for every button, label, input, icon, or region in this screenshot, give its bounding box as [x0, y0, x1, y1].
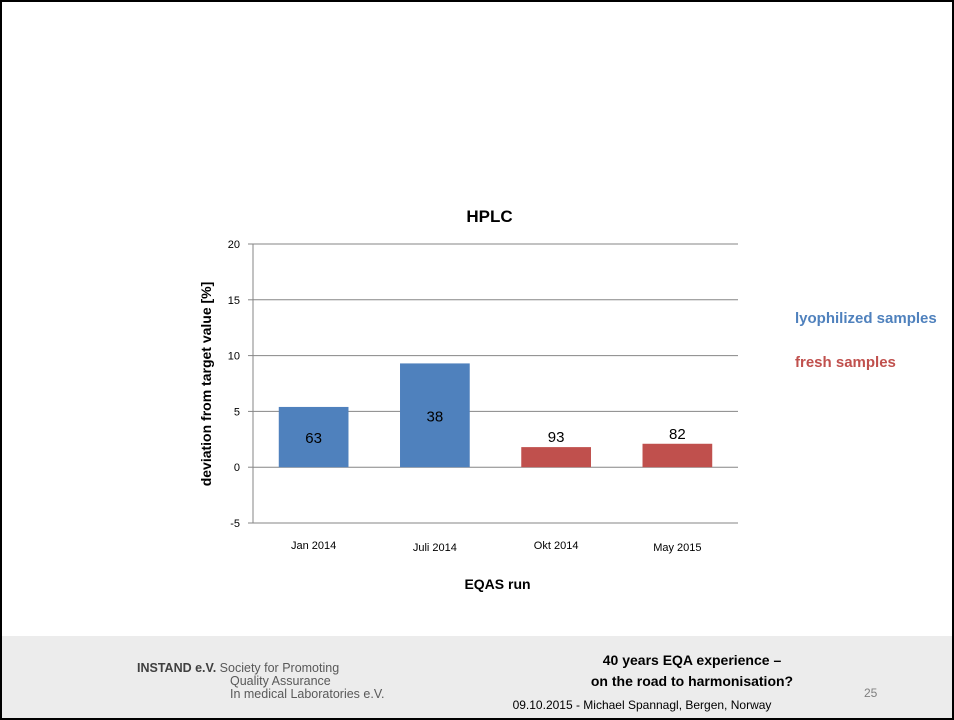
org-name: INSTAND e.V.: [137, 661, 217, 675]
x-tick-label: Jan 2014: [291, 540, 336, 552]
y-tick-label: 10: [228, 351, 240, 363]
footer-title-line-1: 40 years EQA experience –: [602, 652, 782, 668]
bar-chart: -5 0 5 10 15 20 63 Jan 2014 38 Juli 2014 93 Okt 201…: [198, 207, 738, 592]
org-line-2: Quality Assurance: [230, 674, 331, 688]
x-tick-label: Okt 2014: [534, 540, 579, 552]
x-axis-label: EQAS run: [464, 576, 530, 592]
bar: [642, 443, 713, 468]
slide-footer: INSTAND e.V. Society for Promoting Quali…: [2, 636, 952, 718]
bar-label: 93: [548, 429, 565, 446]
y-tick-label: -5: [230, 518, 240, 530]
chart-title: HPLC: [466, 207, 512, 226]
org-line-3: In medical Laboratories e.V.: [230, 687, 385, 701]
bar: [278, 406, 349, 468]
legend-fresh-samples: fresh samples: [795, 354, 896, 371]
y-axis-label: deviation from target value [%]: [198, 282, 214, 487]
page-number: 25: [864, 686, 878, 700]
footer-title: 40 years EQA experience – on the road to…: [562, 650, 822, 692]
bar-label: 38: [427, 408, 444, 425]
footer-title-line-2: on the road to harmonisation?: [590, 673, 794, 689]
y-tick-label: 20: [228, 239, 240, 251]
bar-label: 63: [305, 430, 322, 447]
org-line-1: Society for Promoting: [219, 661, 340, 675]
y-tick-label: 15: [228, 295, 240, 307]
bar: [400, 363, 470, 468]
y-tick-label: 5: [234, 406, 240, 418]
legend-lyophilized-samples: lyophilized samples: [795, 310, 937, 327]
x-tick-label: Juli 2014: [413, 542, 457, 554]
footer-organization: INSTAND e.V. Society for Promoting Quali…: [137, 662, 385, 701]
bar: [521, 447, 591, 468]
y-tick-label: 0: [234, 462, 240, 474]
x-tick-label: May 2015: [653, 542, 701, 554]
bar-label: 82: [669, 426, 686, 443]
footer-subtitle: 09.10.2015 - Michael Spannagl, Bergen, N…: [512, 698, 772, 712]
